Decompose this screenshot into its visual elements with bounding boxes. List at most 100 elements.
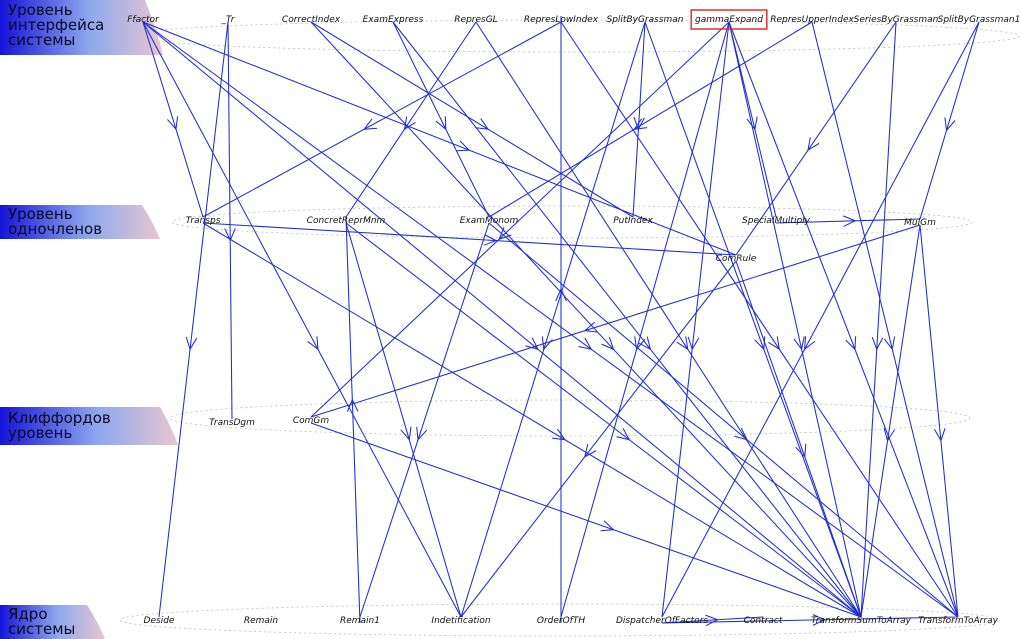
node-SplitByGrassman1[interactable]: SplitByGrassman1 bbox=[938, 15, 1021, 25]
node-SeriesByGrassman[interactable]: SeriesByGrassman bbox=[854, 15, 939, 25]
edge bbox=[310, 422, 862, 618]
edge bbox=[345, 222, 862, 618]
node-Remain[interactable]: Remain bbox=[244, 616, 279, 626]
arrowhead bbox=[416, 426, 428, 441]
selected-node-highlight bbox=[690, 9, 768, 30]
edge bbox=[728, 21, 777, 218]
arrowhead bbox=[403, 116, 416, 131]
edge bbox=[460, 260, 737, 618]
node-Ffactor[interactable]: Ffactor bbox=[127, 15, 160, 25]
node-gammaExpand[interactable]: gammaExpand bbox=[695, 15, 763, 25]
level-label-monomial: Уровень одночленов bbox=[8, 205, 103, 238]
arrowhead bbox=[871, 336, 884, 351]
edge bbox=[488, 222, 959, 618]
level-bands bbox=[119, 19, 1020, 637]
edge bbox=[811, 21, 959, 618]
level-band bbox=[128, 19, 1020, 53]
arrowhead bbox=[551, 428, 567, 441]
edge bbox=[919, 21, 980, 220]
edge bbox=[392, 21, 862, 618]
edge bbox=[345, 222, 462, 618]
arrowhead bbox=[583, 321, 599, 333]
edge bbox=[919, 224, 959, 618]
node-ConcretReprMnm[interactable]: ConcretReprMnm bbox=[307, 216, 386, 226]
edge bbox=[860, 224, 921, 618]
edge bbox=[158, 21, 229, 618]
arrowhead bbox=[498, 227, 512, 241]
edge bbox=[227, 21, 233, 420]
node-TransDgm[interactable]: TransDgm bbox=[209, 418, 255, 428]
edge bbox=[735, 260, 862, 618]
edge bbox=[142, 21, 862, 618]
node-ComRule[interactable]: ComRule bbox=[716, 254, 757, 264]
arrowhead bbox=[362, 118, 378, 130]
node-RepresGL[interactable]: RepresGL bbox=[454, 15, 497, 25]
arrowhead bbox=[475, 118, 490, 130]
node-ExamExpress[interactable]: ExamExpress bbox=[363, 15, 424, 25]
arrowhead bbox=[687, 336, 700, 351]
node-MulGm[interactable]: MulGm bbox=[904, 218, 936, 228]
arrowhead bbox=[307, 336, 319, 351]
node-ExamMonom[interactable]: ExamMonom bbox=[460, 216, 519, 226]
arrowhead bbox=[601, 336, 615, 351]
edge bbox=[632, 21, 646, 218]
arrowhead bbox=[883, 336, 896, 351]
node-SpecialMultiply[interactable]: SpecialMultiply bbox=[742, 216, 811, 226]
node-SplitByGrassman[interactable]: SplitByGrassman bbox=[606, 15, 683, 25]
node-Tr[interactable]: _Tr bbox=[221, 15, 236, 25]
level-label-background bbox=[0, 407, 178, 445]
arrowhead bbox=[224, 228, 236, 242]
arrowhead bbox=[793, 336, 805, 351]
arrowhead bbox=[845, 336, 857, 351]
edge bbox=[310, 21, 634, 218]
edge bbox=[775, 218, 921, 224]
arrowhead bbox=[883, 427, 896, 442]
arrowhead bbox=[634, 336, 646, 351]
node-RepresLowIndex[interactable]: RepresLowIndex bbox=[524, 15, 599, 25]
edge bbox=[310, 224, 921, 418]
level-label-interface: Уровень интерфейса системы bbox=[8, 1, 105, 49]
edge bbox=[202, 21, 562, 218]
arrowhead bbox=[638, 336, 652, 351]
node-ComGm[interactable]: ComGm bbox=[293, 416, 330, 426]
arrowhead bbox=[167, 116, 179, 131]
arrowhead bbox=[705, 614, 719, 627]
edge bbox=[310, 21, 862, 618]
node-Contract[interactable]: Contract bbox=[744, 616, 783, 626]
arrowhead bbox=[185, 336, 198, 351]
arrowhead bbox=[676, 336, 689, 351]
edge bbox=[661, 21, 730, 618]
level-label-core: Ядро системы bbox=[8, 605, 76, 638]
arrowhead bbox=[600, 520, 615, 532]
node-DispatcherOfFactors[interactable]: DispatcherOfFactors bbox=[616, 616, 708, 626]
nodes: Ffactor _Tr CorrectIndex ExamExpress RepresG… bbox=[127, 15, 1020, 626]
arrowhead bbox=[804, 336, 816, 351]
node-Deside[interactable]: Deside bbox=[144, 616, 175, 626]
edge bbox=[202, 222, 862, 618]
node-TransformSumToArray[interactable]: TransformSumToArray bbox=[811, 616, 912, 626]
edge bbox=[488, 21, 813, 218]
level-band bbox=[171, 205, 973, 239]
highlights bbox=[690, 9, 768, 30]
edge bbox=[142, 21, 462, 618]
edge bbox=[661, 21, 980, 618]
arrowhead bbox=[456, 140, 471, 152]
node-OrderOfTH[interactable]: OrderOfTH bbox=[537, 616, 585, 626]
arrowhead bbox=[633, 118, 648, 130]
edge bbox=[644, 21, 862, 618]
edge bbox=[310, 21, 730, 418]
node-RepresUpperIndex[interactable]: RepresUpperIndex bbox=[770, 15, 854, 25]
edge bbox=[735, 21, 897, 256]
arrowhead bbox=[583, 444, 597, 458]
node-Remain1[interactable]: Remain1 bbox=[340, 616, 380, 626]
edge bbox=[142, 21, 204, 218]
level-label-background bbox=[0, 0, 163, 55]
arrowhead bbox=[541, 336, 553, 351]
edge bbox=[728, 21, 862, 618]
arrowhead bbox=[842, 215, 857, 227]
node-CorrectIndex[interactable]: CorrectIndex bbox=[282, 15, 341, 25]
node-Transps[interactable]: Transps bbox=[186, 216, 221, 226]
node-Indetification[interactable]: Indetification bbox=[431, 616, 490, 626]
node-TransformToArray[interactable]: TransformToArray bbox=[918, 616, 999, 626]
node-PutIndex[interactable]: PutIndex bbox=[613, 216, 653, 226]
